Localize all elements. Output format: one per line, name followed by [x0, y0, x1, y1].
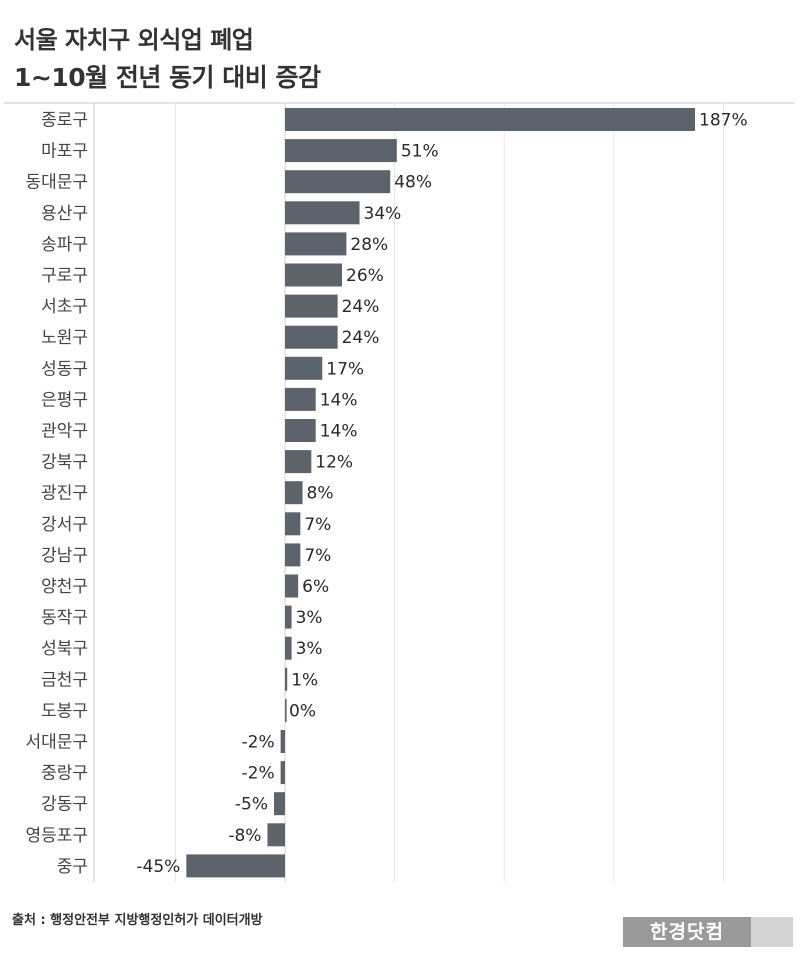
data-label: 14% [320, 422, 358, 442]
data-label: 14% [320, 390, 358, 410]
data-label: 51% [401, 142, 439, 162]
chart-title-line-1: 서울 자치구 외식업 폐업 [14, 26, 254, 54]
bar [285, 232, 347, 256]
bar [285, 698, 287, 722]
bar [267, 823, 285, 847]
bars-layer [186, 108, 695, 878]
bar [285, 574, 299, 598]
category-label: 중랑구 [41, 764, 88, 784]
category-label: 양천구 [41, 577, 88, 597]
bar [285, 636, 292, 660]
data-label: -2% [242, 764, 275, 784]
category-label: 강남구 [41, 546, 88, 566]
category-label: 도봉구 [41, 701, 88, 721]
data-label: 7% [304, 515, 331, 535]
bar [280, 730, 285, 753]
bar [186, 854, 285, 878]
category-label: 금천구 [41, 670, 88, 690]
bar [285, 450, 312, 474]
chart-title-line-2: 1~10월 전년 동기 대비 증감 [14, 63, 321, 92]
data-label: 24% [342, 328, 380, 348]
data-label: 24% [342, 297, 380, 317]
data-label: 3% [296, 639, 323, 659]
bar [285, 325, 338, 349]
data-label: -8% [228, 826, 261, 846]
bar [285, 294, 338, 318]
category-label: 은평구 [41, 390, 88, 410]
brand-logo: 한경닷컴 [623, 917, 793, 947]
bar [285, 356, 323, 380]
bar [285, 139, 397, 163]
brand-logo-text: 한경닷컴 [623, 917, 751, 947]
category-label: 마포구 [41, 142, 88, 162]
category-label: 광진구 [41, 484, 88, 504]
data-label: 17% [326, 359, 364, 379]
data-label: 34% [364, 204, 402, 224]
category-label: 강북구 [41, 453, 88, 473]
category-label: 종로구 [41, 111, 88, 131]
data-label: 0% [289, 701, 316, 721]
category-label: 서대문구 [25, 733, 88, 753]
bar [285, 263, 343, 287]
data-label: -5% [235, 795, 268, 815]
category-label: 성북구 [41, 639, 88, 659]
category-label: 관악구 [41, 422, 88, 442]
category-label: 강동구 [41, 795, 88, 815]
data-label: 48% [394, 173, 432, 193]
data-label: 8% [307, 484, 334, 504]
bar [274, 792, 285, 816]
data-label: -45% [136, 857, 180, 877]
category-label: 강서구 [41, 515, 88, 535]
category-label: 서초구 [41, 297, 88, 317]
data-label: 1% [291, 670, 318, 690]
bar [285, 419, 316, 442]
category-label: 동작구 [41, 608, 88, 628]
bar [285, 605, 292, 629]
category-label: 성동구 [41, 359, 88, 379]
bar [285, 512, 301, 536]
data-label: -2% [242, 733, 275, 753]
data-label: 12% [315, 453, 353, 473]
category-label: 송파구 [41, 235, 88, 255]
bar [285, 543, 301, 567]
category-label: 노원구 [41, 328, 88, 348]
data-label: 7% [304, 546, 331, 566]
bar [285, 481, 303, 505]
data-label: 3% [296, 608, 323, 628]
labels-layer: 종로구 187% 마포구 51% 동대문구 48% 용산구 34% 송파구 28% 구로구 26% 서초… [25, 111, 747, 877]
category-label: 영등포구 [25, 826, 88, 846]
bar [285, 170, 391, 194]
category-label: 구로구 [41, 266, 88, 286]
bar [285, 108, 695, 131]
data-label: 28% [350, 235, 388, 255]
category-label: 용산구 [41, 204, 88, 224]
bar [280, 761, 285, 785]
category-label: 중구 [57, 857, 88, 877]
bar [285, 387, 316, 411]
data-label: 187% [699, 111, 748, 131]
data-label: 26% [346, 266, 384, 286]
bar [285, 667, 288, 691]
source-note: 출처 : 행정안전부 지방행정인허가 데이터개방 [12, 913, 263, 928]
bar [285, 201, 360, 225]
category-label: 동대문구 [25, 173, 88, 193]
data-label: 6% [302, 577, 329, 597]
